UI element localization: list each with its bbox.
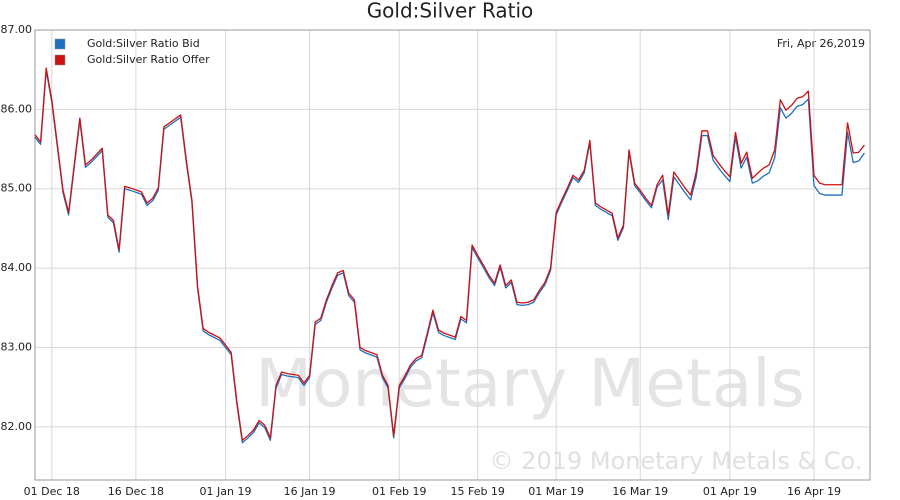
- legend-label: Gold:Silver Ratio Offer: [87, 53, 210, 66]
- x-tick-label: 01 Feb 19: [372, 485, 426, 498]
- x-tick-label: 01 Jan 19: [200, 485, 252, 498]
- y-tick-label: 87.00: [1, 23, 33, 36]
- plot-area: [34, 29, 871, 481]
- x-tick-label: 16 Jan 19: [284, 485, 336, 498]
- watermark: Monetary Metals: [255, 345, 805, 422]
- x-tick-label: 01 Mar 19: [528, 485, 584, 498]
- date-annotation: Fri, Apr 26,2019: [777, 37, 865, 50]
- legend-swatch: [54, 38, 66, 50]
- chart-title: Gold:Silver Ratio: [367, 0, 534, 23]
- x-tick-label: 01 Dec 18: [24, 485, 80, 498]
- x-tick-label: 15 Feb 19: [450, 485, 504, 498]
- x-tick-label: 16 Dec 18: [108, 485, 164, 498]
- watermark: © 2019 Monetary Metals & Co.: [490, 447, 863, 475]
- y-tick-label: 85.00: [1, 182, 33, 195]
- y-tick-label: 83.00: [1, 340, 33, 353]
- x-tick-label: 16 Apr 19: [787, 485, 841, 498]
- y-tick-label: 86.00: [1, 102, 33, 115]
- series-line: [34, 67, 865, 441]
- legend-swatch: [54, 54, 66, 66]
- legend-label: Gold:Silver Ratio Bid: [87, 37, 200, 50]
- y-tick-label: 82.00: [1, 420, 33, 433]
- x-tick-label: 16 Mar 19: [612, 485, 668, 498]
- y-tick-label: 84.00: [1, 261, 33, 274]
- x-tick-label: 01 Apr 19: [703, 485, 757, 498]
